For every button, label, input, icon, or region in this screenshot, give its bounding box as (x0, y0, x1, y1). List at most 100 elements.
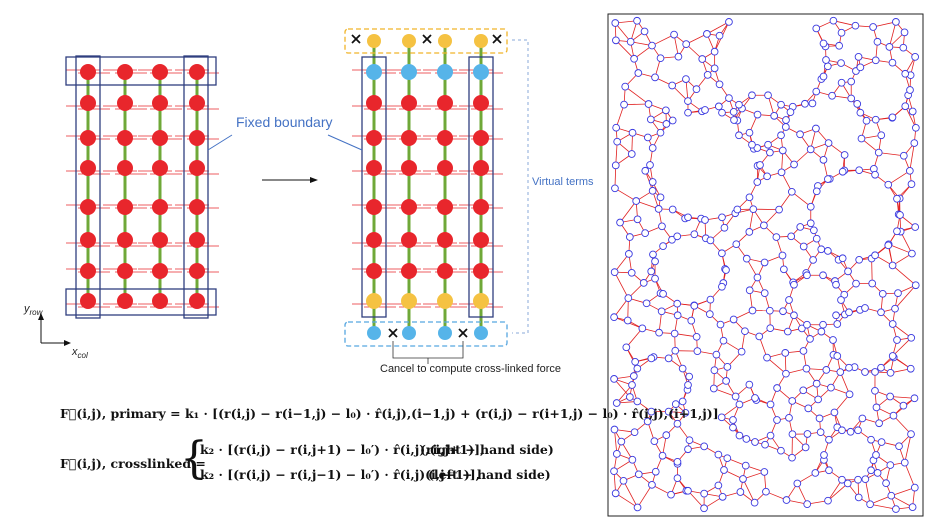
network-node (745, 286, 754, 295)
network-node (777, 168, 786, 177)
right-column-box (183, 55, 209, 319)
network-node (782, 496, 791, 504)
lattice-node (117, 64, 133, 80)
network-node (812, 24, 821, 33)
network-node (656, 193, 665, 202)
network-node (764, 91, 772, 100)
lattice-node (366, 160, 382, 176)
network-node (893, 227, 901, 236)
network-edge (706, 21, 730, 35)
network-node (837, 78, 846, 87)
network-node (854, 53, 863, 61)
network-node (682, 75, 690, 83)
network-node (687, 316, 696, 325)
crosslinked-right-tag: (right − hand side) (420, 442, 554, 457)
network-node (626, 37, 635, 46)
network-node (706, 295, 715, 304)
network-node (886, 392, 894, 401)
fixed-boundary-pointer-left (207, 134, 233, 151)
network-node (867, 466, 875, 475)
network-node (745, 193, 754, 202)
network-node (763, 172, 771, 181)
network-node (764, 140, 772, 149)
network-node (884, 241, 893, 250)
lattice-node (189, 263, 205, 279)
network-node (871, 115, 880, 124)
network-node (838, 254, 847, 263)
lattice-node (401, 95, 417, 111)
network-edge (870, 503, 896, 510)
network-node (836, 368, 845, 376)
cancel-mark (492, 34, 502, 44)
connector-lines (207, 134, 363, 183)
network-node (874, 148, 883, 157)
network-node (659, 290, 667, 298)
network-edge (614, 253, 630, 273)
network-node (712, 350, 721, 359)
network-node (664, 354, 673, 363)
network-node (626, 393, 634, 401)
lattice-node (189, 232, 205, 248)
network-node (662, 106, 670, 115)
network-node (639, 279, 648, 287)
network-node (690, 230, 699, 239)
network-node (896, 211, 904, 219)
network-node (629, 372, 638, 380)
network-node (877, 308, 885, 317)
network-node (630, 428, 639, 437)
network-node (856, 63, 865, 72)
network-node (611, 184, 619, 193)
network-edge (651, 34, 675, 46)
network-node (806, 219, 815, 228)
network-node (710, 366, 719, 375)
network-node (892, 18, 900, 26)
lattice-node (152, 95, 168, 111)
network-node (633, 503, 642, 512)
network-node (634, 470, 643, 479)
network-node (643, 133, 652, 142)
network-edge (864, 479, 871, 505)
network-node (901, 102, 910, 111)
network-node (651, 257, 659, 266)
network-node (907, 430, 915, 438)
network-node (832, 311, 840, 320)
network-node (819, 72, 828, 81)
network-node (673, 457, 682, 466)
network-node (722, 377, 730, 385)
network-node (731, 392, 740, 401)
lattice-node (152, 160, 168, 176)
network-node (824, 139, 833, 147)
network-node (812, 124, 820, 133)
lattice-node (189, 160, 205, 176)
network-node (827, 383, 835, 392)
network-node (815, 414, 824, 423)
network-node (742, 435, 751, 443)
network-node (610, 268, 619, 276)
network-node (785, 296, 793, 304)
network-edge (900, 231, 913, 254)
network-node (633, 364, 642, 373)
network-node (812, 379, 821, 388)
network-edge (891, 487, 915, 497)
network-node (714, 102, 723, 111)
crosslinked-force-lhs: F⃗(i,j), crosslinked = (60, 456, 206, 471)
network-node (766, 400, 775, 409)
network-node (899, 43, 908, 52)
network-node (718, 108, 726, 117)
network-node (816, 428, 825, 437)
network-node (622, 343, 631, 352)
network-node (641, 229, 649, 237)
network-node (685, 372, 694, 381)
network-node (806, 202, 815, 211)
network-node (684, 445, 692, 454)
network-node (729, 108, 738, 116)
network-edge (613, 378, 631, 398)
network-node (908, 249, 916, 258)
network-node (611, 19, 620, 27)
network-node (720, 223, 729, 232)
lattice-node (152, 232, 168, 248)
lattice-node (117, 160, 133, 176)
network-edge (909, 143, 915, 171)
crosslinked-left-tag: (left − hand side) (428, 467, 551, 482)
lattice-node (437, 293, 453, 309)
